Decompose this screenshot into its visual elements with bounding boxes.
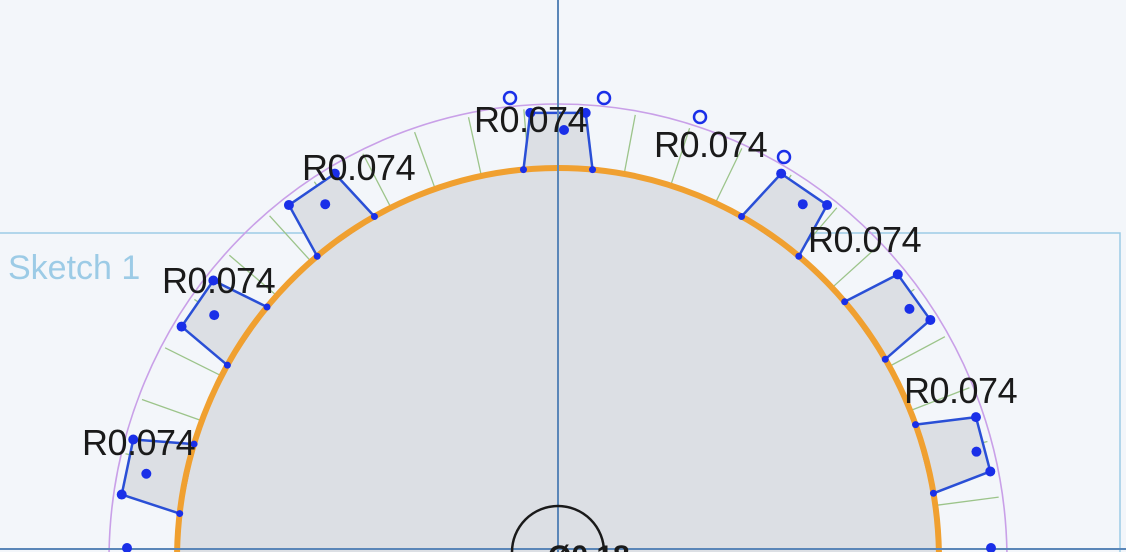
radius-dimension-label[interactable]: R0.074 [302,147,416,188]
sketch-point[interactable] [223,361,231,369]
center-dimension-label[interactable]: Ø0.18 [548,540,630,552]
radius-dimension-label[interactable]: R0.074 [904,370,1018,411]
constraint-point[interactable] [502,90,518,106]
sketch-point[interactable] [971,446,982,457]
sketch-point[interactable] [580,107,591,118]
construction-tick [467,117,483,177]
sketch-point[interactable] [283,200,294,211]
sketch-point[interactable] [904,303,915,314]
sketch-point[interactable] [822,200,833,211]
sketch-point[interactable] [985,466,996,477]
construction-tick [269,215,312,262]
sketch-point[interactable] [370,212,378,220]
construction-tick [623,114,636,175]
construction-tick [141,398,203,422]
construction-tick [164,347,222,377]
sketch-point[interactable] [776,168,787,179]
sketch-point[interactable] [559,125,569,135]
sketch-point[interactable] [320,199,331,210]
construction-tick [362,153,392,208]
construction-tick [910,387,970,412]
construction-tick [413,131,436,190]
sketch-point[interactable] [329,168,340,179]
construction-tick [228,254,278,297]
sketch-point[interactable] [589,166,597,174]
sketch-point[interactable] [986,543,996,552]
construction-tick [935,496,999,507]
radius-dimension-label[interactable]: R0.074 [82,422,196,463]
radius-dimension-label[interactable]: R0.074 [654,124,768,165]
construction-tick [888,336,946,367]
constraint-point[interactable] [692,109,708,125]
sketch-point[interactable] [925,314,936,325]
sketch-point[interactable] [176,510,184,518]
sketch-point[interactable] [141,468,152,479]
sketch-point[interactable] [929,489,937,497]
sketch-point[interactable] [116,489,127,500]
sketch-point[interactable] [881,355,889,363]
sketch-point[interactable] [122,543,132,552]
sketch-points[interactable] [116,90,996,552]
radius-dimension-label[interactable]: R0.074 [474,99,588,140]
sketch-point[interactable] [841,298,849,306]
radius-dimension-label[interactable]: R0.074 [162,260,276,301]
sketch-name-label[interactable]: Sketch 1 [8,249,140,287]
center-dimension-arc[interactable] [510,504,606,552]
sketch-point[interactable] [892,269,903,280]
sketch-point[interactable] [970,412,981,423]
sketch-point[interactable] [797,199,808,210]
sketch-point[interactable] [190,440,198,448]
construction-tick [714,148,743,204]
sketch-point[interactable] [795,252,803,260]
construction-tick [670,128,691,186]
sketch-point[interactable] [209,310,220,321]
radius-dimensions[interactable]: R0.074 R0.074 R0.074 R0.074 R0.074 R0.074 R0.0… [82,99,1018,463]
radius-dimension-label[interactable]: R0.074 [808,219,922,260]
gear-teeth[interactable] [120,111,992,515]
sketch-point[interactable] [738,212,746,220]
constraint-point[interactable] [776,149,792,165]
sketch-point[interactable] [176,321,187,332]
sketch-point[interactable] [313,252,321,260]
sketch-point[interactable] [208,275,219,286]
sketch-point[interactable] [519,166,527,174]
sketch-point[interactable] [263,303,271,311]
sketch-point[interactable] [525,107,536,118]
constraint-point[interactable] [596,90,612,106]
sketch-point[interactable] [128,434,139,445]
construction-tick [831,245,879,289]
sketch-point[interactable] [912,421,920,429]
